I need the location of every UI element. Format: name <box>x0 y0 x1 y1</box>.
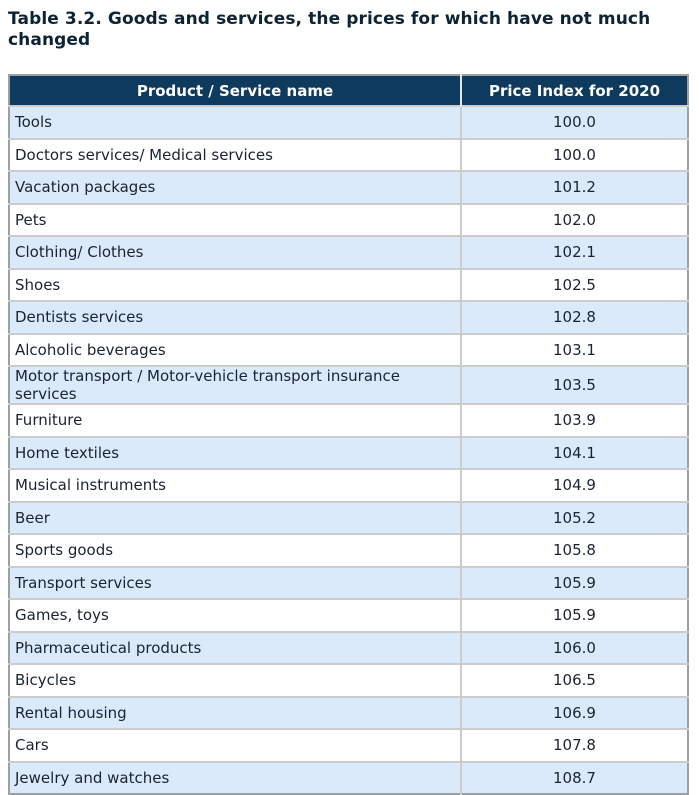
product-cell: Home textiles <box>9 435 461 469</box>
price-index-cell: 100.0 <box>460 105 688 139</box>
column-header-product: Product / Service name <box>9 75 461 106</box>
header-row: Product / Service name Price Index for 2… <box>9 75 688 106</box>
table-row: Pharmaceutical products 106.0 <box>9 630 688 664</box>
table-row: Shoes 102.5 <box>9 267 688 301</box>
price-index-cell: 106.9 <box>460 695 688 729</box>
price-index-cell: 105.8 <box>460 533 688 567</box>
product-cell: Motor transport / Motor-vehicle transpor… <box>9 365 461 404</box>
product-cell: Tools <box>9 105 461 139</box>
product-cell: Shoes <box>9 267 461 301</box>
price-index-cell: 104.1 <box>460 435 688 469</box>
table-row: Jewelry and watches 108.7 <box>9 760 688 794</box>
product-cell: Bicycles <box>9 663 461 697</box>
price-index-cell: 103.5 <box>460 365 688 404</box>
product-cell: Doctors services/ Medical services <box>9 137 461 171</box>
product-cell: Rental housing <box>9 695 461 729</box>
price-index-cell: 103.9 <box>460 403 688 437</box>
table-row: Games, toys 105.9 <box>9 598 688 632</box>
table-row: Doctors services/ Medical services 100.0 <box>9 137 688 171</box>
table-row: Furniture 103.9 <box>9 403 688 437</box>
table-body: Tools 100.0 Doctors services/ Medical serv… <box>9 105 688 794</box>
product-cell: Beer <box>9 500 461 534</box>
table-row: Cars 107.8 <box>9 728 688 762</box>
table-row: Pets 102.0 <box>9 202 688 236</box>
price-index-cell: 101.2 <box>460 170 688 204</box>
table-row: Home textiles 104.1 <box>9 435 688 469</box>
page: Table 3.2. Goods and services, the price… <box>8 9 689 795</box>
product-cell: Vacation packages <box>9 170 461 204</box>
product-cell: Clothing/ Clothes <box>9 235 461 269</box>
table-row: Beer 105.2 <box>9 500 688 534</box>
table-row: Motor transport / Motor-vehicle transpor… <box>9 365 688 404</box>
price-index-cell: 107.8 <box>460 728 688 762</box>
table-row: Bicycles 106.5 <box>9 663 688 697</box>
price-index-cell: 108.7 <box>460 760 688 794</box>
price-index-cell: 102.0 <box>460 202 688 236</box>
product-cell: Furniture <box>9 403 461 437</box>
product-cell: Dentists services <box>9 300 461 334</box>
product-cell: Pharmaceutical products <box>9 630 461 664</box>
price-index-cell: 102.8 <box>460 300 688 334</box>
product-cell: Transport services <box>9 565 461 599</box>
price-index-cell: 106.0 <box>460 630 688 664</box>
price-index-cell: 105.2 <box>460 500 688 534</box>
price-index-cell: 105.9 <box>460 565 688 599</box>
product-cell: Games, toys <box>9 598 461 632</box>
price-index-cell: 105.9 <box>460 598 688 632</box>
product-cell: Pets <box>9 202 461 236</box>
table-header: Product / Service name Price Index for 2… <box>9 75 688 106</box>
table-row: Rental housing 106.9 <box>9 695 688 729</box>
product-cell: Jewelry and watches <box>9 760 461 794</box>
price-index-cell: 103.1 <box>460 332 688 366</box>
table-row: Clothing/ Clothes 102.1 <box>9 235 688 269</box>
table-row: Musical instruments 104.9 <box>9 468 688 502</box>
product-cell: Cars <box>9 728 461 762</box>
price-index-cell: 106.5 <box>460 663 688 697</box>
product-cell: Alcoholic beverages <box>9 332 461 366</box>
column-header-price-index: Price Index for 2020 <box>460 75 688 106</box>
table-row: Transport services 105.9 <box>9 565 688 599</box>
price-index-cell: 104.9 <box>460 468 688 502</box>
price-index-cell: 102.1 <box>460 235 688 269</box>
table-row: Tools 100.0 <box>9 105 688 139</box>
table-row: Sports goods 105.8 <box>9 533 688 567</box>
product-cell: Sports goods <box>9 533 461 567</box>
price-index-cell: 102.5 <box>460 267 688 301</box>
page-title: Table 3.2. Goods and services, the price… <box>8 9 651 50</box>
table-row: Dentists services 102.8 <box>9 300 688 334</box>
table-row: Alcoholic beverages 103.1 <box>9 332 688 366</box>
product-cell: Musical instruments <box>9 468 461 502</box>
table-row: Vacation packages 101.2 <box>9 170 688 204</box>
price-index-table: Product / Service name Price Index for 2… <box>8 74 689 795</box>
price-index-cell: 100.0 <box>460 137 688 171</box>
